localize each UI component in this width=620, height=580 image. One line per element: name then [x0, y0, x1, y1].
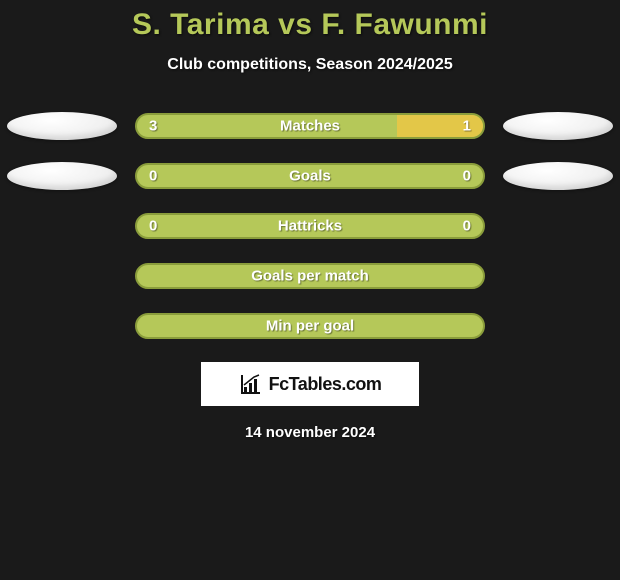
bar-label-center: Min per goal — [266, 318, 354, 335]
left-spacer — [7, 262, 117, 290]
right-oval — [503, 112, 613, 140]
left-oval — [7, 112, 117, 140]
fctables-logo[interactable]: FcTables.com — [201, 362, 419, 406]
chart-icon — [239, 372, 263, 396]
stats-comparison-card: S. Tarima vs F. Fawunmi Club competition… — [0, 0, 620, 441]
stat-row: Min per goal — [0, 312, 620, 340]
right-spacer — [503, 312, 613, 340]
date-text: 14 november 2024 — [0, 424, 620, 441]
bar-value-right: 1 — [463, 118, 471, 135]
stat-bar: 3 Matches 1 — [135, 113, 485, 139]
stat-bar: Goals per match — [135, 263, 485, 289]
left-spacer — [7, 312, 117, 340]
stat-bar: Min per goal — [135, 313, 485, 339]
left-oval — [7, 162, 117, 190]
right-spacer — [503, 262, 613, 290]
stat-rows: 3 Matches 1 0 Goals 0 0 Hattricks 0 Goals per mat… — [0, 112, 620, 340]
subtitle: Club competitions, Season 2024/2025 — [0, 56, 620, 74]
logo-text: FcTables.com — [269, 374, 382, 395]
bar-label-center: Goals — [289, 168, 331, 185]
bar-label-center: Goals per match — [251, 268, 369, 285]
right-oval — [503, 162, 613, 190]
left-spacer — [7, 212, 117, 240]
stat-row: Goals per match — [0, 262, 620, 290]
bar-value-left: 0 — [149, 168, 157, 185]
stat-row: 3 Matches 1 — [0, 112, 620, 140]
page-title: S. Tarima vs F. Fawunmi — [0, 8, 620, 42]
bar-value-left: 0 — [149, 218, 157, 235]
bar-label-center: Hattricks — [278, 218, 342, 235]
right-spacer — [503, 212, 613, 240]
stat-row: 0 Hattricks 0 — [0, 212, 620, 240]
bar-label-center: Matches — [280, 118, 340, 135]
stat-bar: 0 Hattricks 0 — [135, 213, 485, 239]
stat-row: 0 Goals 0 — [0, 162, 620, 190]
bar-value-right: 0 — [463, 218, 471, 235]
stat-bar: 0 Goals 0 — [135, 163, 485, 189]
bar-value-left: 3 — [149, 118, 157, 135]
bar-value-right: 0 — [463, 168, 471, 185]
